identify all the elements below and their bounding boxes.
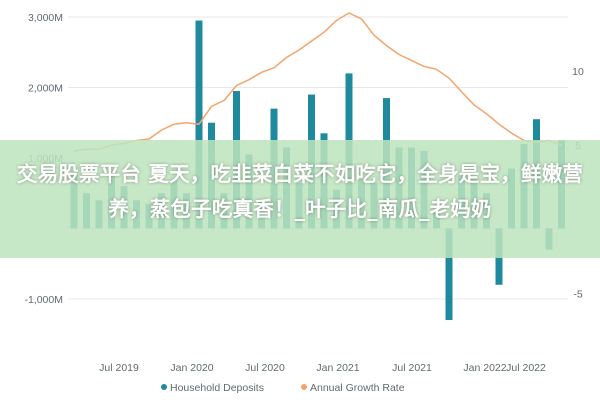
x-axis-ticks: Jul 2019 Jan 2020 Jul 2020 Jan 2021 Jul 2021… (99, 362, 546, 374)
left-tick-label: 2,000M (28, 83, 63, 95)
legend-marker (161, 384, 167, 390)
x-tick-label: Jul 2021 (392, 362, 432, 374)
x-tick-label: Jan 2021 (316, 362, 359, 374)
left-tick-label: -1,000M (24, 294, 63, 306)
legend-label: Annual Growth Rate (310, 382, 405, 394)
x-tick-label: Jan 2020 (170, 362, 213, 374)
chart-legend: Household Deposits Annual Growth Rate (161, 382, 405, 394)
left-tick-label: 3,000M (28, 12, 63, 24)
right-tick-label: 10 (572, 66, 584, 78)
x-tick-label: Jul 2020 (245, 362, 285, 374)
banner-title: 交易股票平台 夏天，吃韭菜白菜不如吃它，全身是宝，鲜嫩营养，蒸包子吃真香！_叶子… (16, 162, 584, 221)
x-tick-label: Jul 2019 (99, 362, 139, 374)
annual-growth-rate-line (73, 12, 562, 152)
line-annual-growth-rate (73, 12, 562, 152)
right-tick-label: -5 (573, 288, 582, 300)
x-tick-label: Jan 2022 (463, 362, 506, 374)
legend-label: Household Deposits (170, 382, 264, 394)
legend-marker (301, 384, 307, 390)
bar-household-deposits (445, 228, 453, 320)
x-tick-label: Jul 2022 (506, 362, 546, 374)
overlay-banner: 交易股票平台 夏天，吃韭菜白菜不如吃它，全身是宝，鲜嫩营养，蒸包子吃真香！_叶子… (0, 140, 600, 258)
